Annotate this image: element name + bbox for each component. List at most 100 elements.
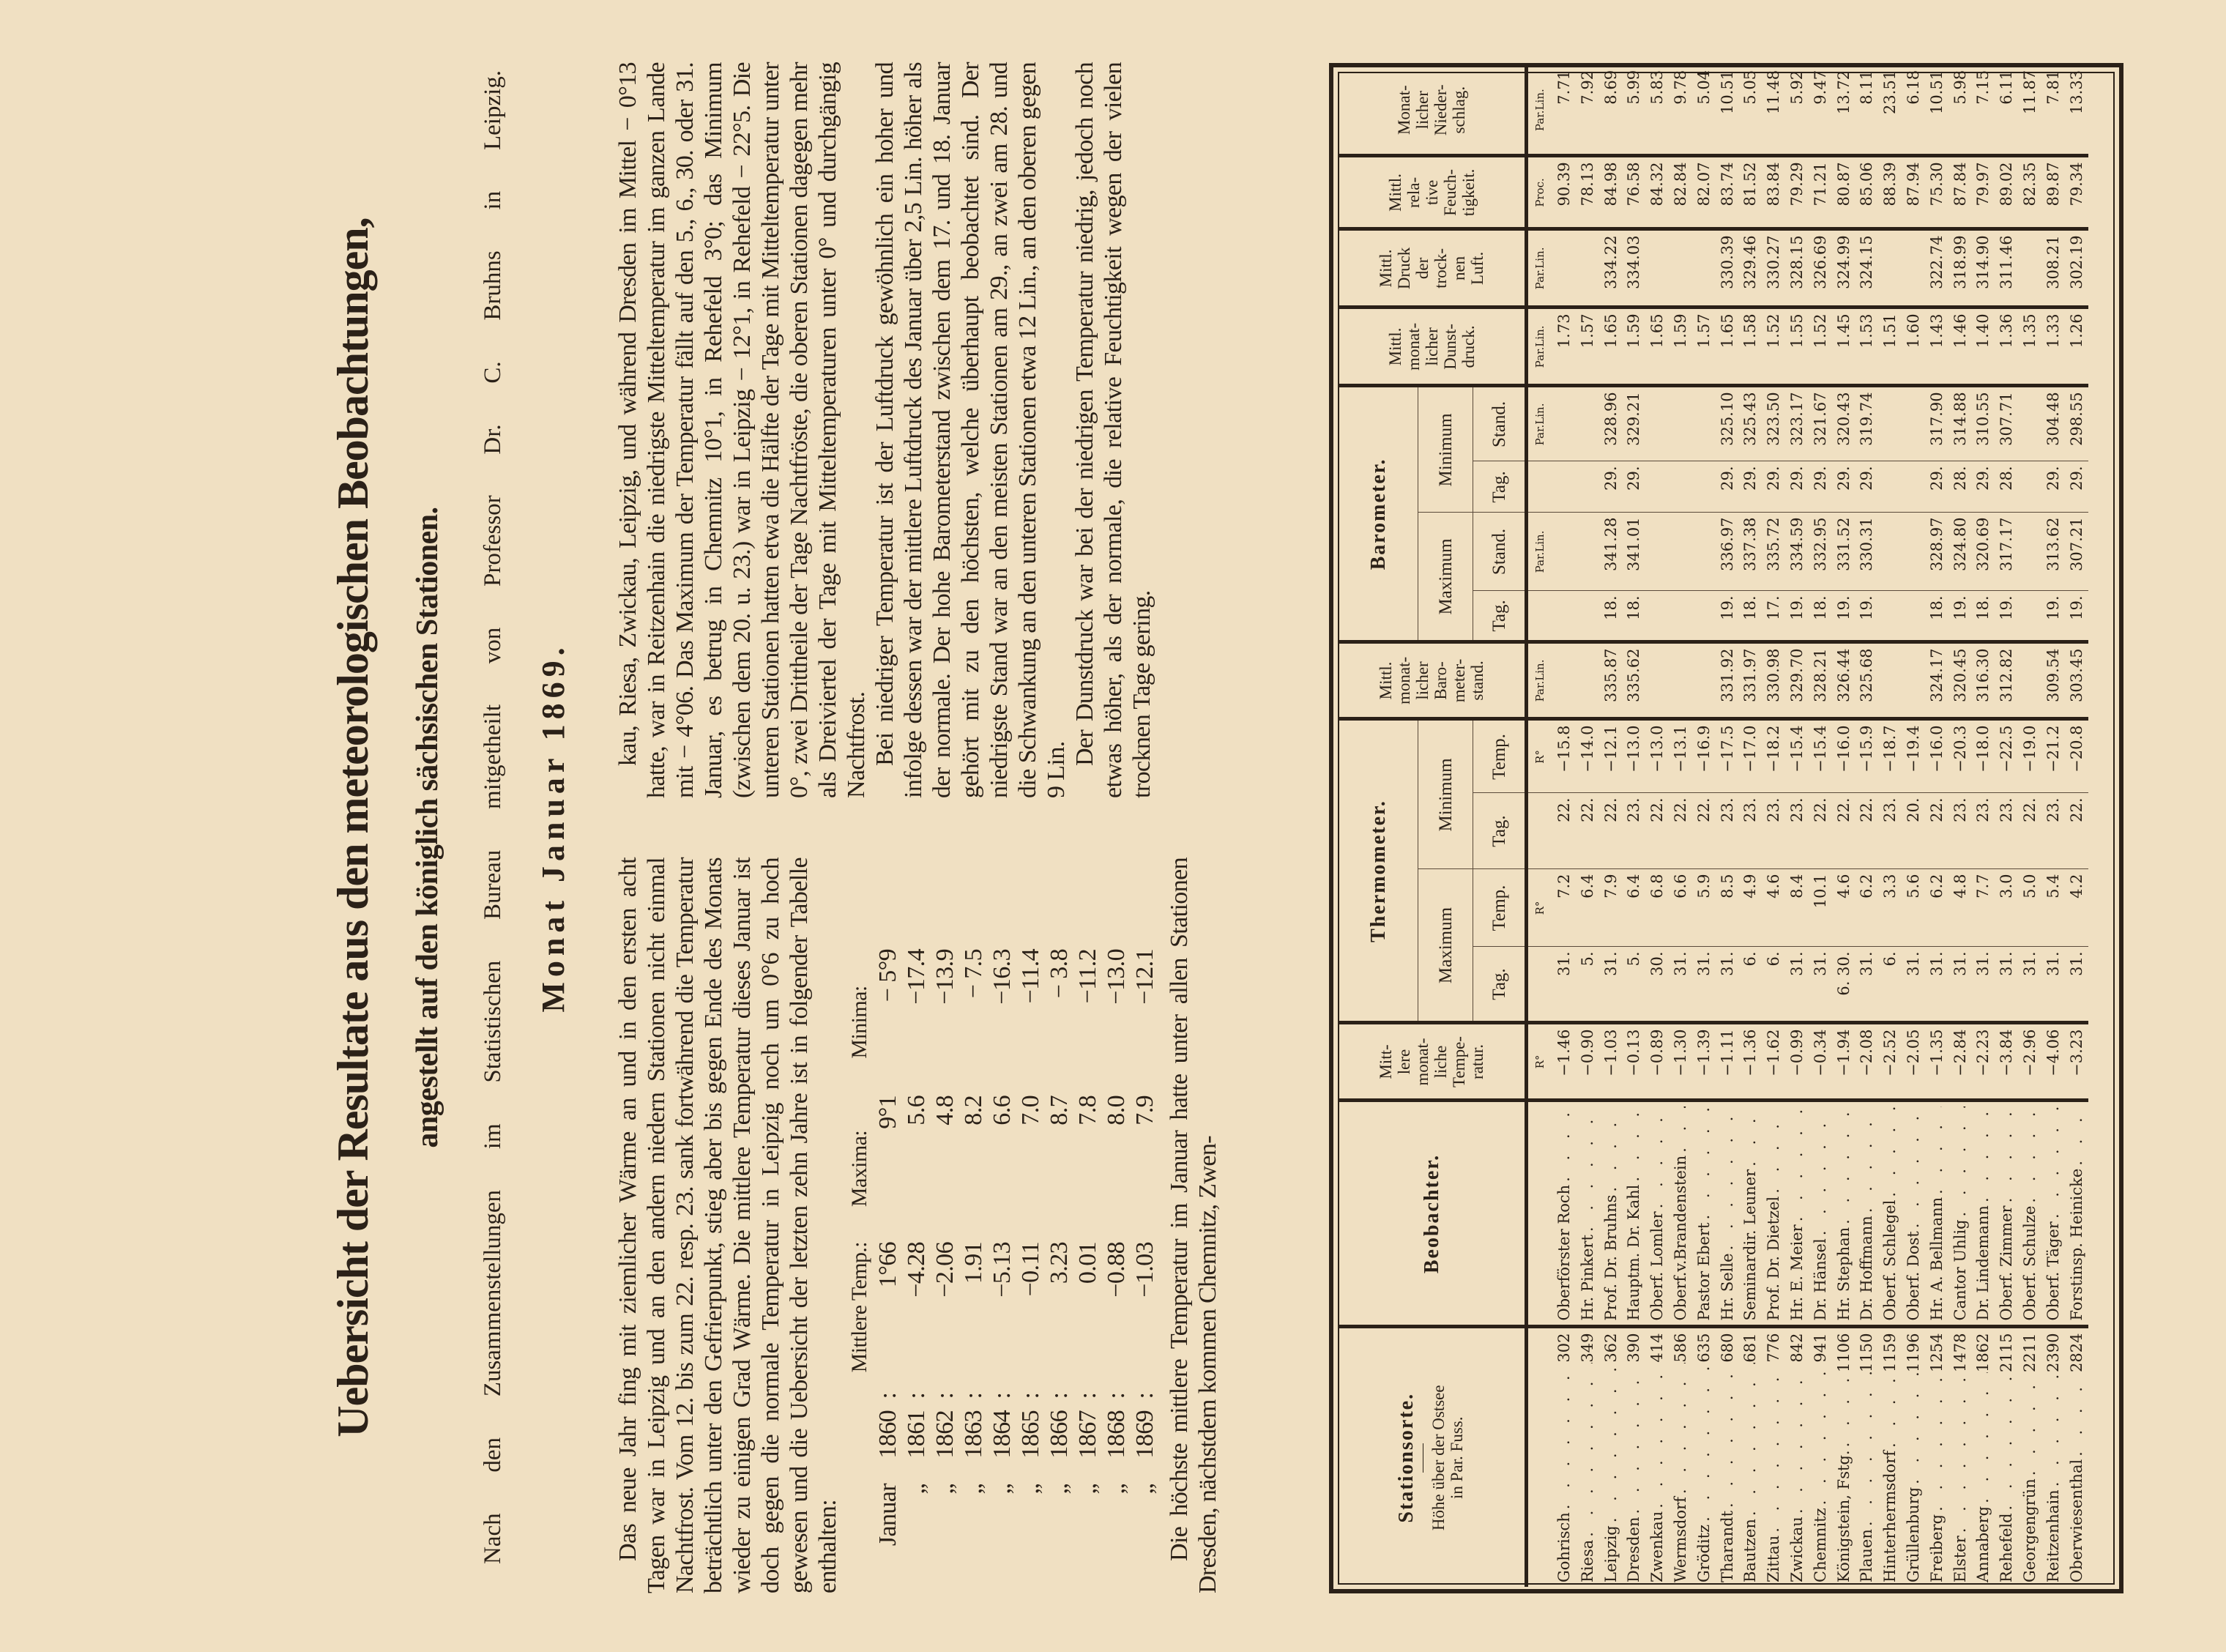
dot-leader xyxy=(2019,1107,2042,1206)
tmin-cell: −15.4 xyxy=(1809,718,1833,793)
mean-temp-cell: −1.36 xyxy=(1739,1023,1763,1101)
precip-cell: 7.92 xyxy=(1576,65,1600,156)
dot-leader xyxy=(2042,1107,2066,1222)
station-cell: Königstein, Fstg. 1106 xyxy=(1833,1327,1856,1587)
year-max: 8.7 xyxy=(1046,1095,1073,1125)
tmin-day-cell: 22. xyxy=(1576,793,1600,869)
mean-baro-cell: 329.70 xyxy=(1785,641,1809,719)
year-min: − 5°9 xyxy=(874,949,901,1002)
observer-cell: Oberf. Täger xyxy=(2041,1101,2066,1327)
dry-air-cell xyxy=(1902,228,1926,308)
dot-leader xyxy=(1809,1107,1833,1239)
bmin-cell xyxy=(1553,385,1577,461)
dot-leader xyxy=(1693,1363,1716,1525)
unit-label: Proc. xyxy=(1526,155,1553,229)
mean-baro-cell xyxy=(1692,641,1716,719)
tmin-cell: −22.5 xyxy=(1995,718,2019,793)
bmax-cell xyxy=(1692,512,1716,591)
observer-cell: Pastor Ebert xyxy=(1692,1101,1716,1327)
tmin-cell: −14.0 xyxy=(1576,718,1600,793)
year-comparison-table: Mittlere Temp.: Maxima: Minima: Januar 18… xyxy=(845,857,1159,1593)
bmin-day-cell: 29. xyxy=(1623,461,1647,513)
station-name: Oberwiesenthal xyxy=(2067,1459,2085,1582)
bmax-cell: 307.21 xyxy=(2065,512,2089,591)
tmax-day-cell: 31. xyxy=(1785,947,1809,1023)
observer-cell: Hr. Pinkert xyxy=(1576,1101,1600,1327)
precip-cell: 7.15 xyxy=(1972,65,1996,156)
station-name: Reitzenhain xyxy=(2044,1489,2062,1582)
tmax-cell: 6.4 xyxy=(1623,869,1647,947)
observer-name: Oberf. Schlegel xyxy=(1881,1199,1899,1321)
observer-name: Oberf. Lomler xyxy=(1648,1211,1667,1321)
station-name: Freiberg xyxy=(1927,1514,1946,1582)
precip-cell: 5.05 xyxy=(1739,65,1763,156)
station-name: Zittau xyxy=(1765,1535,1783,1582)
tmax-cell: 6.2 xyxy=(1925,869,1949,947)
bmax-cell xyxy=(1553,512,1577,591)
observer-cell: Oberf. Schulze xyxy=(2018,1101,2042,1327)
colon: : xyxy=(1046,1392,1073,1399)
station-cell: Chemnitz 941 xyxy=(1809,1327,1833,1587)
dot-leader xyxy=(1833,1107,1856,1227)
tmin-cell: −18.2 xyxy=(1762,718,1786,793)
humidity-cell: 79.29 xyxy=(1785,155,1809,229)
bmax-cell: 341.01 xyxy=(1623,512,1647,591)
tmax-day-cell: 31. xyxy=(1669,947,1693,1023)
year-mean: −0.88 xyxy=(1103,1242,1130,1298)
observer-cell: Hr. Selle xyxy=(1716,1101,1740,1327)
bmax-cell: 317.17 xyxy=(1995,512,2019,591)
tmin-cell: −15.4 xyxy=(1785,718,1809,793)
dry-air-cell xyxy=(1576,228,1600,308)
tmax-day-cell: 6. xyxy=(1879,947,1902,1023)
tmax-cell: 3.3 xyxy=(1879,869,1902,947)
dot-leader xyxy=(1972,1107,1995,1206)
vapour-cell: 1.65 xyxy=(1716,307,1740,386)
year-min: − 7.5 xyxy=(960,949,987,999)
precip-cell: 7.81 xyxy=(2041,65,2066,156)
year-year: 1866 xyxy=(1046,1410,1073,1459)
bmax-cell xyxy=(2018,512,2042,591)
tmax-day-cell: 31. xyxy=(1553,947,1577,1023)
paragraph: kau, Riesa, Zwickau, Leipzig, und währen… xyxy=(614,62,870,798)
dot-leader xyxy=(1716,1363,1740,1511)
bmin-day-cell xyxy=(2018,461,2042,513)
tmin-day-cell: 23. xyxy=(1762,793,1786,869)
observer-name: Oberförster Roch xyxy=(1555,1184,1573,1321)
mean-baro-cell xyxy=(1902,641,1926,719)
mean-temp-cell: −3.23 xyxy=(2065,1023,2089,1101)
bmin-day-cell: 29. xyxy=(1925,461,1949,513)
station-height: 1106 xyxy=(1834,1333,1853,1372)
header-thermometer: Thermometer. xyxy=(1339,718,1418,1023)
precip-cell: 5.99 xyxy=(1623,65,1647,156)
year-label: „ xyxy=(1103,1484,1130,1495)
dot-leader xyxy=(1786,1107,1809,1225)
dot-leader xyxy=(1902,1372,1926,1487)
table-row: Zwenkau 414 Oberf. Lomler −0.8930.6.822.−13… xyxy=(1646,65,1670,1587)
dot-leader xyxy=(1553,1107,1577,1185)
colon: : xyxy=(1131,1392,1158,1399)
dry-air-cell: 334.22 xyxy=(1599,228,1623,308)
observer-cell: Oberf.v.Brandenstein xyxy=(1669,1101,1693,1327)
unit-label: Par.Lin. xyxy=(1526,512,1553,591)
dot-leader xyxy=(1670,1107,1693,1156)
observer-name: Dr. Lindemann xyxy=(1974,1205,1992,1321)
observer-cell: Hauptm. Dr. Kahl xyxy=(1623,1101,1647,1327)
bmax-day-cell: 19. xyxy=(2065,590,2089,642)
humidity-cell: 84.98 xyxy=(1599,155,1623,229)
dot-leader xyxy=(1600,1363,1623,1526)
tmin-cell: −20.3 xyxy=(1948,718,1973,793)
station-cell: Leipzig 362 xyxy=(1600,1327,1623,1587)
year-mean: 1.91 xyxy=(960,1242,987,1284)
bmax-cell: 330.31 xyxy=(1855,512,1880,591)
colon: : xyxy=(903,1392,930,1399)
station-cell: Elster 1478 xyxy=(1949,1327,1973,1587)
vapour-cell: 1.52 xyxy=(1809,307,1833,386)
bmax-day-cell xyxy=(1576,590,1600,642)
bmax-cell xyxy=(1902,512,1926,591)
station-cell: Riesa 349 xyxy=(1577,1327,1600,1587)
bmin-cell: 325.43 xyxy=(1739,385,1763,461)
bmin-cell: 323.50 xyxy=(1762,385,1786,461)
header-day: Tag. xyxy=(1473,590,1527,642)
bmin-cell xyxy=(1646,385,1670,461)
tmin-day-cell: 23. xyxy=(1948,793,1973,869)
